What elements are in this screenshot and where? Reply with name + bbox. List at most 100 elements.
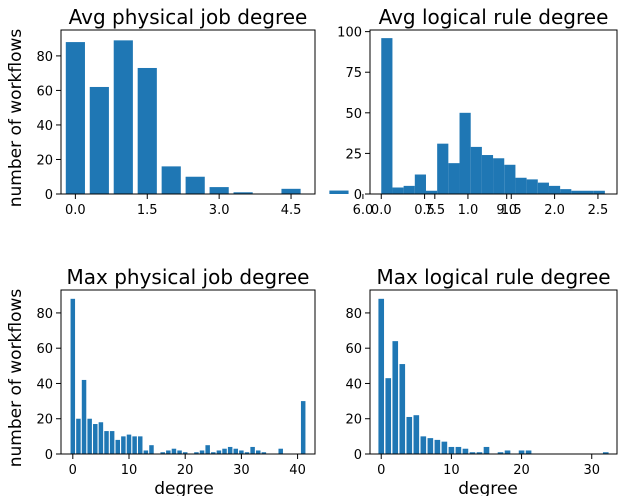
bar	[143, 450, 149, 454]
x-tick-label: 1.5	[137, 203, 158, 218]
y-tick-label: 60	[36, 342, 53, 357]
bar	[462, 448, 469, 454]
bar	[281, 188, 301, 194]
x-tick-label: 0.5	[414, 203, 435, 218]
bar	[548, 185, 561, 194]
bar	[406, 416, 413, 454]
y-tick-label: 50	[345, 107, 362, 122]
bar	[93, 424, 98, 454]
bar	[483, 446, 490, 454]
bar	[222, 448, 227, 454]
bar	[385, 378, 392, 454]
bar	[420, 436, 427, 454]
bar	[194, 452, 199, 454]
bar	[582, 190, 594, 194]
bar	[244, 452, 250, 454]
bar	[571, 190, 583, 194]
bar	[160, 452, 165, 454]
bar	[504, 164, 516, 194]
y-tick-label: 0	[45, 448, 53, 463]
bar	[515, 177, 527, 194]
x-axis-label-right: degree	[458, 479, 518, 496]
y-tick-label: 80	[36, 307, 53, 322]
chart-panel-4: Max logical rule degree 0 10 20 30 0 20 40 60 80	[345, 265, 618, 478]
bar	[177, 450, 182, 454]
x-axis-label-left: degree	[154, 479, 214, 496]
y-tick-label: 80	[36, 50, 53, 65]
axes-frame	[60, 289, 316, 455]
bar	[121, 436, 126, 454]
y-tick-label: 20	[36, 413, 53, 428]
bar	[469, 452, 476, 454]
bar	[89, 86, 109, 194]
bar	[300, 401, 306, 454]
bar	[113, 40, 133, 194]
x-tick-label: 3.0	[209, 203, 230, 218]
bar	[255, 450, 261, 454]
bar	[413, 415, 420, 454]
bar	[329, 190, 349, 194]
bar	[205, 445, 210, 454]
bar	[227, 446, 233, 454]
bar	[399, 364, 406, 454]
y-tick-label: 75	[345, 66, 362, 81]
bar	[166, 450, 171, 454]
bar	[104, 431, 109, 454]
y-tick-label: 0	[354, 188, 362, 203]
x-tick-label: 40	[289, 463, 306, 478]
bar	[481, 155, 494, 194]
bar	[525, 450, 532, 454]
bar	[392, 341, 399, 454]
bar	[602, 452, 609, 454]
bar	[137, 67, 157, 194]
x-tick-label: 30	[583, 463, 600, 478]
y-tick-label: 20	[345, 413, 362, 428]
x-tick-label: 0.0	[65, 203, 86, 218]
x-tick-label: 10	[121, 463, 138, 478]
chart-title: Avg logical rule degree	[379, 5, 609, 29]
bar	[182, 452, 188, 454]
chart-title: Max physical job degree	[67, 265, 310, 289]
bar	[518, 450, 525, 454]
axes-frame	[369, 289, 618, 455]
bar	[126, 434, 132, 454]
x-tick-label: 6.0	[353, 203, 374, 218]
bar	[459, 112, 471, 194]
bar	[441, 441, 448, 454]
bar	[448, 163, 460, 194]
chart-panel-3: Max physical job degree 0 10 20 30 40 0 20 40 60 8…	[36, 265, 316, 478]
y-tick-label: 0	[45, 188, 53, 203]
x-tick-label: 2.0	[544, 203, 565, 218]
bar	[526, 179, 538, 194]
bar	[381, 38, 393, 195]
chart-panel-2: Avg logical rule degree 0.0 0.5 1.0 1.5 2.0 2.…	[337, 5, 618, 218]
bar	[98, 422, 104, 454]
bar	[76, 418, 81, 454]
axes-frame	[369, 29, 618, 195]
bar	[216, 450, 222, 454]
bar	[137, 436, 143, 454]
bar	[414, 174, 426, 194]
bar	[233, 192, 253, 194]
bar	[476, 452, 483, 454]
bar	[239, 450, 244, 454]
y-tick-label: 60	[36, 84, 53, 99]
chart-panel-1: Avg physical job degree 0.0 1.5 3.0 4.5 6.0 7.…	[36, 5, 565, 218]
x-tick-label: 7.5	[424, 203, 445, 218]
y-tick-label: 60	[345, 342, 362, 357]
x-tick-label: 20	[177, 463, 194, 478]
bar	[185, 176, 205, 194]
bar	[470, 146, 482, 194]
bar	[209, 187, 229, 194]
y-tick-label: 40	[36, 377, 53, 392]
y-tick-label: 100	[337, 26, 362, 41]
bar	[403, 185, 415, 194]
bar	[593, 190, 605, 194]
x-tick-label: 30	[233, 463, 250, 478]
x-tick-label: 20	[513, 463, 530, 478]
bar	[493, 158, 505, 194]
bar	[161, 166, 181, 194]
bar	[455, 446, 462, 454]
bar	[109, 431, 115, 454]
bar	[233, 448, 239, 454]
